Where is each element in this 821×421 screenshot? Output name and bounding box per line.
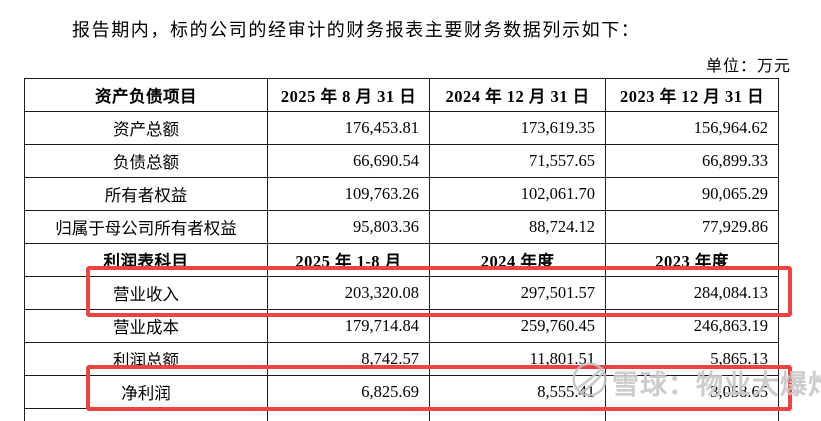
header-date-2025: 2025 年 8 月 31 日: [268, 79, 430, 112]
table-row-operating-revenue: 营业收入 203,320.08 297,501.57 284,084.13: [25, 277, 779, 310]
table-row-parent-equity: 归属于母公司所有者权益 95,803.36 88,724.12 77,929.8…: [25, 211, 779, 244]
cell-value: 88,724.12: [430, 211, 606, 244]
cell-value: 77,929.86: [606, 211, 779, 244]
row-label: 利润总额: [25, 343, 268, 376]
cell-value: 8,742.57: [268, 343, 430, 376]
cell-value: 71,557.65: [430, 145, 606, 178]
row-label: 负债总额: [25, 145, 268, 178]
row-label: 所有者权益: [25, 178, 268, 211]
row-label: 资产总额: [25, 112, 268, 145]
cell-value: 6,825.69: [268, 376, 430, 409]
header-period-2023: 2023 年度: [606, 244, 779, 277]
cell-value: 259,760.45: [430, 310, 606, 343]
cell-value: 66,690.54: [268, 145, 430, 178]
header-date-2024: 2024 年 12 月 31 日: [430, 79, 606, 112]
cell-value: 179,714.84: [268, 310, 430, 343]
watermark-text: 雪球：物业大爆炸: [612, 363, 821, 402]
row-label: 净利润: [25, 376, 268, 409]
cell-value: 246,863.19: [606, 310, 779, 343]
snowball-logo-icon: [571, 361, 608, 403]
table-row-owners-equity: 所有者权益 109,763.26 102,061.70 90,065.29: [25, 178, 779, 211]
row-label: 归属于母公司所有者权益: [25, 211, 268, 244]
income-statement-header-row: 利润表科目 2025 年 1-8 月 2024 年度 2023 年度: [25, 244, 779, 277]
cell-value: 109,763.26: [268, 178, 430, 211]
table-row-total-assets: 资产总额 176,453.81 173,619.35 156,964.62: [25, 112, 779, 145]
cell-value: 90,065.29: [606, 178, 779, 211]
cell-value: 173,619.35: [430, 112, 606, 145]
watermark: 雪球：物业大爆炸: [571, 361, 821, 403]
intro-text: 报告期内，标的公司的经审计的财务报表主要财务数据列示如下：: [72, 16, 640, 42]
row-label: 营业收入: [25, 277, 268, 310]
table-row-operating-cost: 营业成本 179,714.84 259,760.45 246,863.19: [25, 310, 779, 343]
cell-value: 176,453.81: [268, 112, 430, 145]
table-row-cutoff: [25, 409, 779, 421]
cell-value: 284,084.13: [606, 277, 779, 310]
cell-value: 297,501.57: [430, 277, 606, 310]
row-label: 营业成本: [25, 310, 268, 343]
unit-label: 单位：万元: [706, 52, 791, 76]
cell-value: 203,320.08: [268, 277, 430, 310]
header-balance-item: 资产负债项目: [25, 79, 268, 112]
cell-value: 66,899.33: [606, 145, 779, 178]
header-period-2024: 2024 年度: [430, 244, 606, 277]
header-income-item: 利润表科目: [25, 244, 268, 277]
document-page: { "page": { "intro": "报告期内，标的公司的经审计的财务报表…: [0, 0, 821, 405]
balance-sheet-header-row: 资产负债项目 2025 年 8 月 31 日 2024 年 12 月 31 日 …: [25, 79, 779, 112]
cell-value: 156,964.62: [606, 112, 779, 145]
cell-value: 95,803.36: [268, 211, 430, 244]
header-period-2025: 2025 年 1-8 月: [268, 244, 430, 277]
header-date-2023: 2023 年 12 月 31 日: [606, 79, 779, 112]
table-row-total-liabilities: 负债总额 66,690.54 71,557.65 66,899.33: [25, 145, 779, 178]
cell-value: 102,061.70: [430, 178, 606, 211]
